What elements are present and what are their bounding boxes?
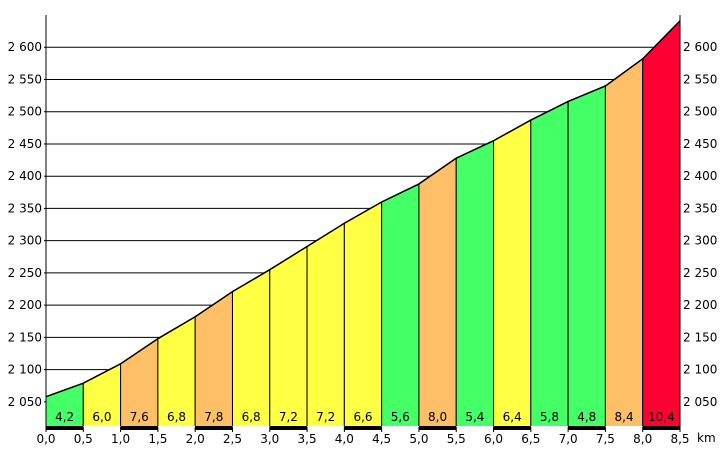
- y-tick-label-right: 2 450: [683, 137, 717, 151]
- distance-bar: [530, 426, 569, 430]
- distance-bar: [120, 426, 158, 430]
- y-tick-label-right: 2 500: [683, 105, 717, 119]
- distance-bar: [157, 426, 196, 430]
- profile-line: [45, 20, 681, 398]
- gradient-label: 6,8: [167, 410, 186, 424]
- distance-bar: [83, 426, 121, 430]
- y-tick-label-left: 2 350: [8, 201, 42, 215]
- gradient-label: 5,8: [540, 410, 559, 424]
- y-tick-label-left: 2 300: [8, 234, 42, 248]
- x-axis: 0,0 0,5 1,0 1,5 2,0 2,5 3,0 3,5 4,0 4,5 5,0 5,5 6,0 6…: [36, 427, 690, 446]
- gradient-label: 4,8: [577, 410, 596, 424]
- x-tick-label: 1,5: [148, 432, 167, 446]
- x-tick-label: 4,0: [335, 432, 354, 446]
- y-axis-left: 2 050 2 100 2 150 2 200 2 250 2 300 2 350 2 400…: [8, 40, 46, 409]
- gradient-label: 8,0: [428, 410, 447, 424]
- y-tick-label-right: 2 100: [683, 363, 717, 377]
- y-tick-label-left: 2 500: [8, 105, 42, 119]
- x-tick-label: 3,5: [298, 432, 317, 446]
- y-tick-label-left: 2 100: [8, 363, 42, 377]
- x-tick-label: 0,0: [36, 432, 55, 446]
- distance-bar: [456, 426, 494, 430]
- profile-segment: [493, 119, 532, 428]
- x-tick-label: 6,0: [484, 432, 503, 446]
- profile-segment: [231, 268, 271, 428]
- gradient-label: 6,0: [92, 410, 111, 424]
- gradient-label: 8,4: [615, 410, 634, 424]
- gradient-label: 6,4: [503, 410, 522, 424]
- y-tick-label-left: 2 200: [8, 298, 42, 312]
- y-axis-right: 2 050 2 100 2 150 2 200 2 250 2 300 2 350 2 400…: [683, 40, 717, 409]
- profile-segment: [343, 201, 383, 428]
- profile-segment: [530, 100, 569, 428]
- x-tick-label: 0,5: [74, 432, 93, 446]
- y-tick-label-right: 2 550: [683, 72, 717, 86]
- profile-segment: [567, 85, 606, 428]
- profile-segment: [642, 19, 681, 428]
- y-tick-label-left: 2 550: [8, 72, 42, 86]
- y-tick-label-right: 2 200: [683, 298, 717, 312]
- gradient-label: 6,6: [353, 410, 372, 424]
- gradient-label: 7,2: [279, 410, 298, 424]
- distance-bar: [381, 426, 419, 430]
- gradient-label: 4,2: [55, 410, 74, 424]
- x-tick-label: 5,5: [447, 432, 466, 446]
- y-tick-label-right: 2 600: [683, 40, 717, 54]
- distance-bar: [642, 426, 680, 430]
- x-tick-label: 3,0: [260, 432, 279, 446]
- x-tick-label: 8,5: [670, 432, 689, 446]
- gradient-label: 7,2: [316, 410, 335, 424]
- profile-segment: [418, 157, 457, 428]
- x-tick-label: 8,0: [633, 432, 652, 446]
- x-tick-label: 2,0: [186, 432, 205, 446]
- y-tick-label-right: 2 400: [683, 169, 717, 183]
- distance-bar: [344, 426, 382, 430]
- y-tick-label-left: 2 150: [8, 330, 42, 344]
- y-tick-label-left: 2 250: [8, 266, 42, 280]
- y-tick-label-left: 2 450: [8, 137, 42, 151]
- y-tick-label-right: 2 300: [683, 234, 717, 248]
- distance-bar: [493, 426, 531, 430]
- profile-segment: [455, 139, 495, 428]
- y-tick-label-left: 2 050: [8, 395, 42, 409]
- profile-segment: [604, 57, 644, 428]
- profile-segment: [194, 290, 233, 428]
- x-tick-label: 7,5: [596, 432, 615, 446]
- y-tick-label-right: 2 350: [683, 201, 717, 215]
- gradient-label: 6,8: [242, 410, 261, 424]
- x-tick-label: 4,5: [372, 432, 391, 446]
- y-tick-label-right: 2 150: [683, 330, 717, 344]
- distance-bar: [195, 426, 233, 430]
- distance-bar: [568, 426, 606, 430]
- distance-bar: [46, 426, 84, 430]
- gradient-label: 5,4: [465, 410, 484, 424]
- gradient-label: 10,4: [648, 410, 675, 424]
- distance-bar: [307, 426, 345, 430]
- gradient-label: 7,8: [204, 410, 223, 424]
- axes: [45, 15, 681, 430]
- profile-segment: [381, 183, 420, 428]
- gradient-labels: 4,2 6,0 7,6 6,8 7,8 6,8 7,2 7,2 6,6 5,6 8,0 5,4 6,4 5…: [55, 410, 675, 424]
- profile-outline: [45, 20, 681, 398]
- gradient-segments: [45, 19, 681, 428]
- profile-segment: [269, 245, 308, 428]
- gradient-label: 5,6: [391, 410, 410, 424]
- y-tick-label-left: 2 400: [8, 169, 42, 183]
- y-tick-label-right: 2 050: [683, 395, 717, 409]
- x-tick-label: 6,5: [521, 432, 540, 446]
- distance-bar: [232, 426, 270, 430]
- x-tick-label: 2,5: [223, 432, 242, 446]
- y-tick-label-right: 2 250: [683, 266, 717, 280]
- x-unit-label: km: [697, 431, 716, 445]
- gradient-label: 7,6: [130, 410, 149, 424]
- distance-bar: [269, 426, 308, 430]
- y-tick-label-left: 2 600: [8, 40, 42, 54]
- x-tick-label: 7,0: [559, 432, 578, 446]
- distance-bar: [418, 426, 457, 430]
- x-tick-label: 5,0: [409, 432, 428, 446]
- x-tick-label: 1,0: [111, 432, 130, 446]
- profile-segment: [306, 222, 345, 428]
- distance-bar: [605, 426, 643, 430]
